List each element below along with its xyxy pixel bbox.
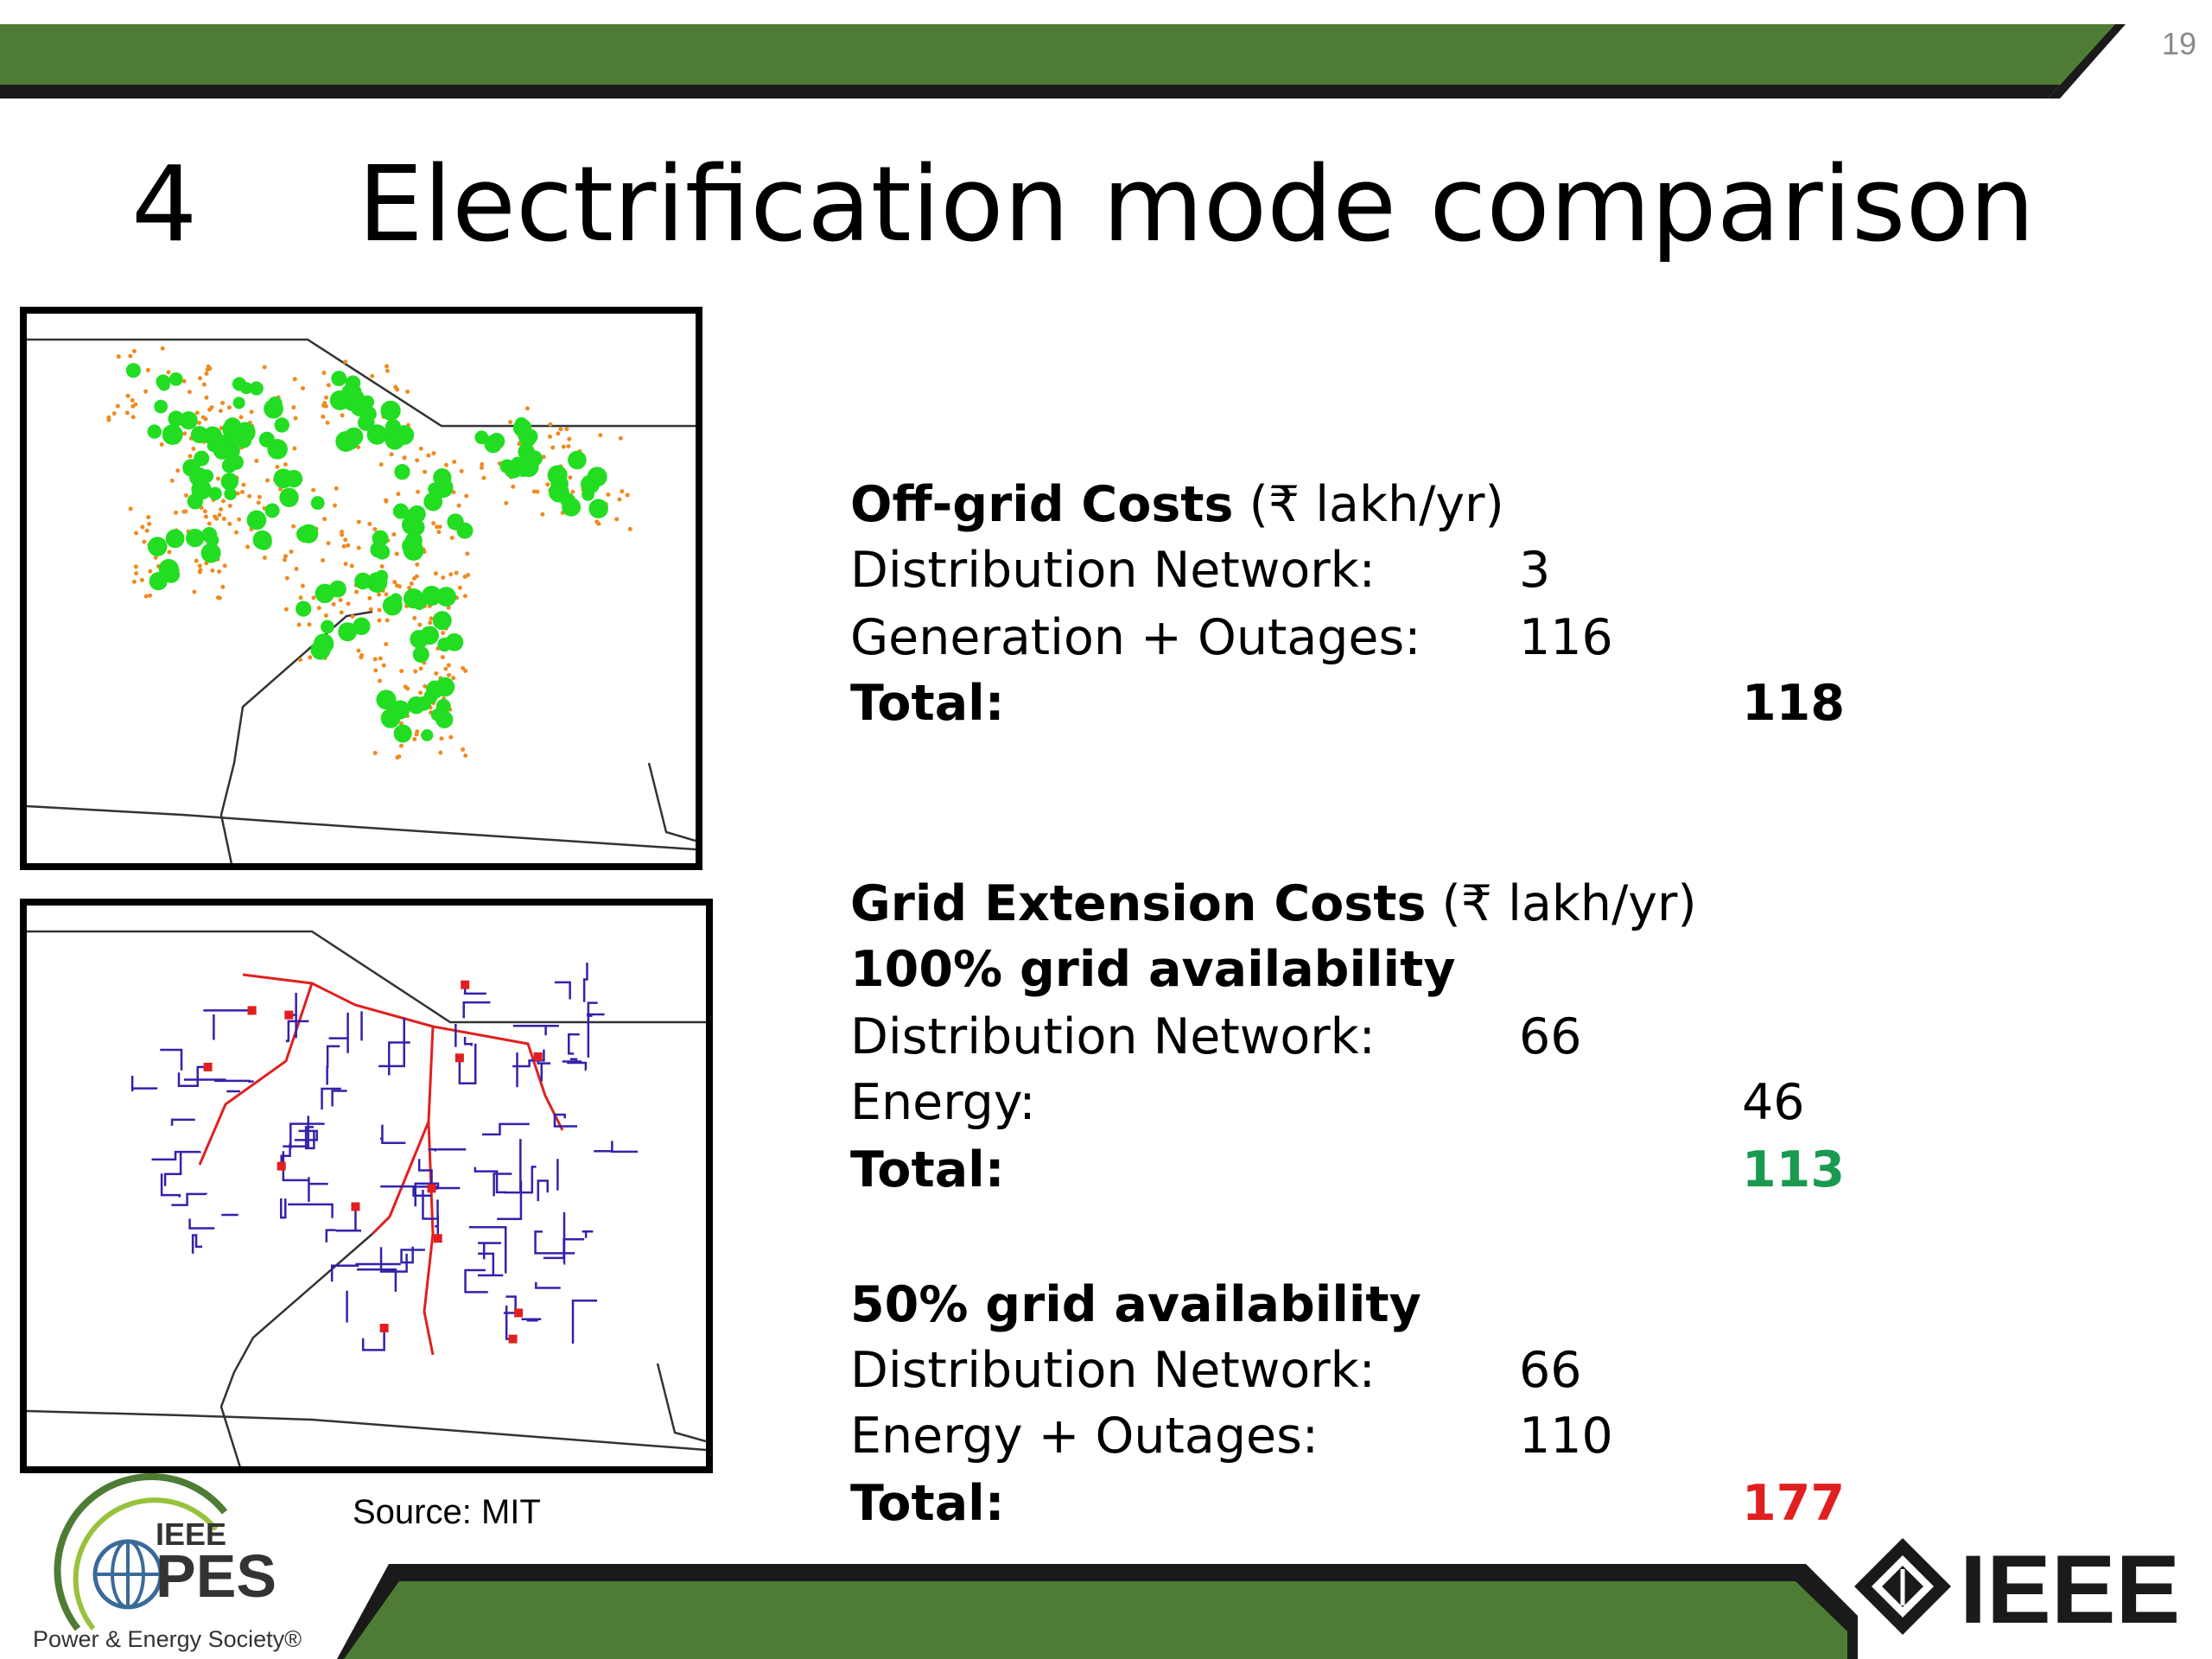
grid-full-heading-text: 100% grid availability (850, 941, 1456, 998)
grid-half-energy-row: Energy + Outages: 110 (850, 1403, 1887, 1469)
grid-half-total-value: 177 (1742, 1475, 1845, 1532)
pes-logo-top: IEEE (156, 1516, 226, 1552)
ieee-logo: IEEE (1854, 1535, 2180, 1643)
grid-half-energy-value: 110 (1519, 1408, 1613, 1465)
grid-half-energy-label: Energy + Outages: (850, 1408, 1319, 1465)
offgrid-heading-text: Off-grid Costs (850, 476, 1234, 533)
grid-heading: Grid Extension Costs (₹ lakh/yr) (850, 871, 1887, 937)
bottom-banner (337, 1564, 1858, 1659)
grid-half-heading: 50% grid availability (850, 1272, 1887, 1338)
grid-half-total-row: Total: 177 (850, 1471, 1887, 1536)
grid-heading-text: Grid Extension Costs (850, 875, 1427, 932)
offgrid-distribution-row: Distribution Network: 3 (850, 537, 1887, 603)
offgrid-generation-label: Generation + Outages: (850, 609, 1421, 666)
grid-full-energy-value: 46 (1742, 1074, 1805, 1131)
grid-full-total-label: Total: (850, 1141, 1005, 1198)
grid-half-distribution-row: Distribution Network: 66 (850, 1338, 1887, 1403)
offgrid-distribution-value: 3 (1519, 542, 1551, 599)
offgrid-heading: Off-grid Costs (₹ lakh/yr) (850, 472, 1887, 537)
grid-full-energy-label: Energy: (850, 1074, 1036, 1131)
page-title: Electrification mode comparison (358, 145, 2035, 265)
source-credit: Source: MIT (353, 1493, 541, 1531)
grid-extension-map-image (20, 899, 713, 1473)
offgrid-map-image (20, 307, 702, 870)
pes-logo-subtitle: Power & Energy Society® (33, 1626, 302, 1652)
offgrid-total-value: 118 (1742, 675, 1845, 732)
offgrid-generation-row: Generation + Outages: 116 (850, 605, 1887, 671)
title-number: 4 (131, 145, 198, 265)
grid-full-heading: 100% grid availability (850, 937, 1887, 1002)
page-number: 19 (2161, 26, 2196, 61)
ieee-logo-text: IEEE (1960, 1535, 2180, 1643)
grid-full-distribution-label: Distribution Network: (850, 1008, 1376, 1065)
grid-half-total-label: Total: (850, 1475, 1005, 1532)
grid-full-distribution-row: Distribution Network: 66 (850, 1004, 1887, 1070)
ieee-pes-logo: IEEE PES Power & Energy Society® (33, 1473, 302, 1652)
offgrid-distribution-label: Distribution Network: (850, 542, 1376, 599)
grid-full-total-value: 113 (1742, 1141, 1845, 1198)
offgrid-generation-value: 116 (1519, 609, 1613, 666)
offgrid-total-label: Total: (850, 675, 1005, 732)
grid-half-distribution-label: Distribution Network: (850, 1342, 1376, 1399)
grid-heading-unit: (₹ lakh/yr) (1426, 875, 1697, 932)
grid-full-total-row: Total: 113 (850, 1137, 1887, 1203)
pes-logo-main: PES (156, 1542, 276, 1610)
offgrid-heading-unit: (₹ lakh/yr) (1233, 476, 1504, 533)
grid-full-energy-row: Energy: 46 (850, 1070, 1887, 1135)
grid-full-distribution-value: 66 (1519, 1008, 1582, 1065)
grid-half-heading-text: 50% grid availability (850, 1276, 1421, 1333)
offgrid-total-row: Total: 118 (850, 671, 1887, 736)
top-banner (0, 24, 2126, 99)
grid-half-distribution-value: 66 (1519, 1342, 1582, 1399)
